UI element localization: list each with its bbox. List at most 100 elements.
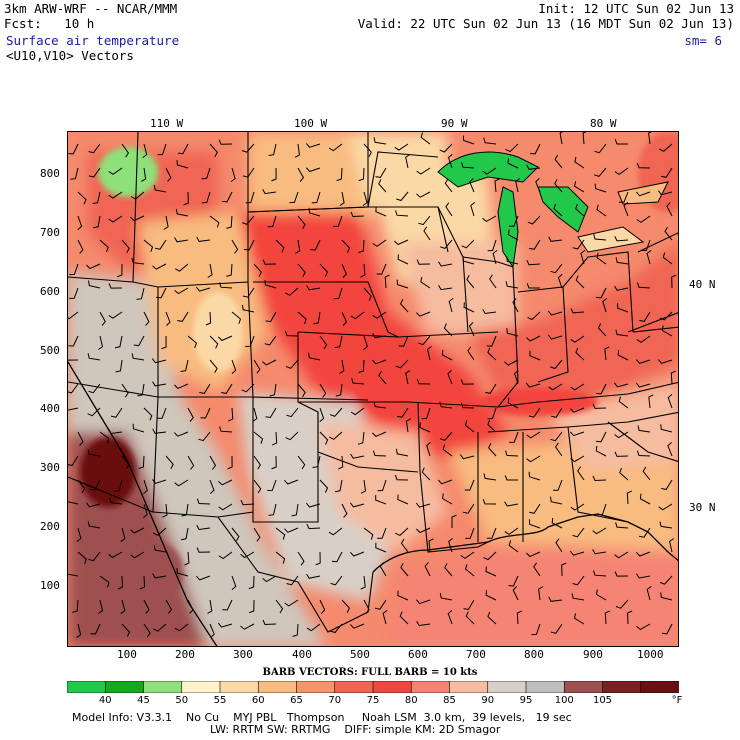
wind-barb (463, 599, 475, 611)
wind-barb (262, 575, 277, 583)
wind-barb (443, 323, 453, 337)
wind-barb (275, 239, 285, 253)
wind-barb (504, 475, 518, 481)
x-tick-label: 700 (466, 648, 486, 661)
wind-barb (373, 137, 387, 145)
wind-barb (88, 383, 101, 394)
wind-barb (416, 599, 431, 605)
wind-barb (362, 191, 368, 206)
wind-barb (405, 418, 412, 433)
wind-barb (329, 407, 343, 417)
wind-barb (592, 403, 607, 409)
wind-barb (602, 298, 608, 313)
wind-barb (85, 502, 101, 508)
wind-barb (209, 623, 215, 638)
wind-barb (529, 519, 541, 529)
wind-barb (423, 226, 431, 241)
wind-barb (306, 502, 321, 508)
wind-barb (593, 233, 607, 241)
wind-barb (358, 359, 365, 373)
wind-barb (291, 503, 299, 517)
colorbar-swatch (410, 681, 451, 693)
wind-barb (196, 286, 211, 292)
wind-barb (253, 263, 262, 277)
wind-barb (636, 382, 651, 388)
wind-barb (372, 450, 387, 457)
wind-barb (76, 527, 82, 543)
wind-barb (526, 335, 541, 342)
wind-barb (306, 167, 321, 173)
wind-barbs (68, 132, 677, 639)
wind-barb (421, 407, 431, 420)
wind-barb (311, 191, 321, 204)
wind-barb (418, 215, 431, 226)
vector-name: <U10,V10> Vectors (6, 48, 134, 63)
wind-barb (570, 383, 585, 391)
wind-barb (108, 428, 123, 435)
wind-barb (398, 335, 409, 347)
wind-barb (593, 570, 607, 577)
wind-barb (636, 573, 651, 579)
wind-barb (468, 322, 475, 337)
wind-barb (397, 590, 409, 601)
wind-barb (548, 236, 563, 242)
y-tick-label: 100 (40, 579, 60, 592)
wind-barb (445, 202, 453, 217)
wind-barb (319, 407, 325, 422)
wind-barb (152, 381, 167, 387)
wind-barb (528, 407, 541, 418)
colorbar-tick-label: 105 (592, 695, 613, 706)
wind-barb (570, 431, 585, 437)
wind-barb (657, 190, 673, 196)
wind-barb (308, 207, 321, 217)
boundary-line (607, 421, 678, 462)
wind-barb (594, 167, 607, 177)
wind-barb (108, 551, 123, 559)
x-tick-label: 400 (292, 648, 312, 661)
wind-barb (292, 623, 299, 637)
wind-barb (550, 496, 563, 505)
wind-barb (416, 167, 431, 175)
wind-barb (360, 479, 367, 494)
wind-barb (416, 191, 431, 198)
wind-barb (636, 191, 651, 197)
boundary-line (487, 411, 678, 433)
wind-barb (209, 455, 217, 470)
wind-barb (508, 215, 519, 227)
boundary-line (253, 281, 499, 338)
wind-barb (577, 466, 585, 481)
wind-barb (284, 330, 299, 337)
wind-barb (483, 551, 497, 561)
wind-barb (253, 527, 261, 542)
boundary-line (567, 426, 629, 523)
wind-barb (121, 623, 131, 637)
wind-barb (77, 239, 84, 254)
wind-barb (646, 250, 652, 265)
wind-barb (363, 287, 372, 301)
wind-barb (68, 311, 79, 320)
wind-barb (336, 167, 343, 182)
wind-barb (350, 311, 365, 320)
wind-barb (341, 599, 350, 613)
wind-barb (396, 191, 409, 202)
wind-barb (548, 596, 563, 602)
wind-barb (130, 551, 145, 559)
death-valley-hotspot (80, 437, 136, 507)
wind-barb (548, 310, 563, 316)
wind-barb (68, 359, 79, 361)
wind-barb (507, 397, 519, 409)
wind-barb (68, 143, 79, 155)
wind-barb (487, 347, 497, 361)
wind-barb (183, 191, 189, 206)
wind-barb (349, 502, 365, 508)
wind-barb (639, 311, 651, 322)
wind-barb (139, 575, 146, 590)
wind-barb (114, 479, 123, 492)
wind-barb (571, 593, 585, 601)
wind-barb (297, 311, 307, 325)
wind-barb (297, 383, 306, 398)
map-svg (68, 132, 678, 646)
wind-barb (439, 431, 453, 441)
wind-barb (394, 143, 409, 151)
wind-barb (426, 442, 431, 457)
